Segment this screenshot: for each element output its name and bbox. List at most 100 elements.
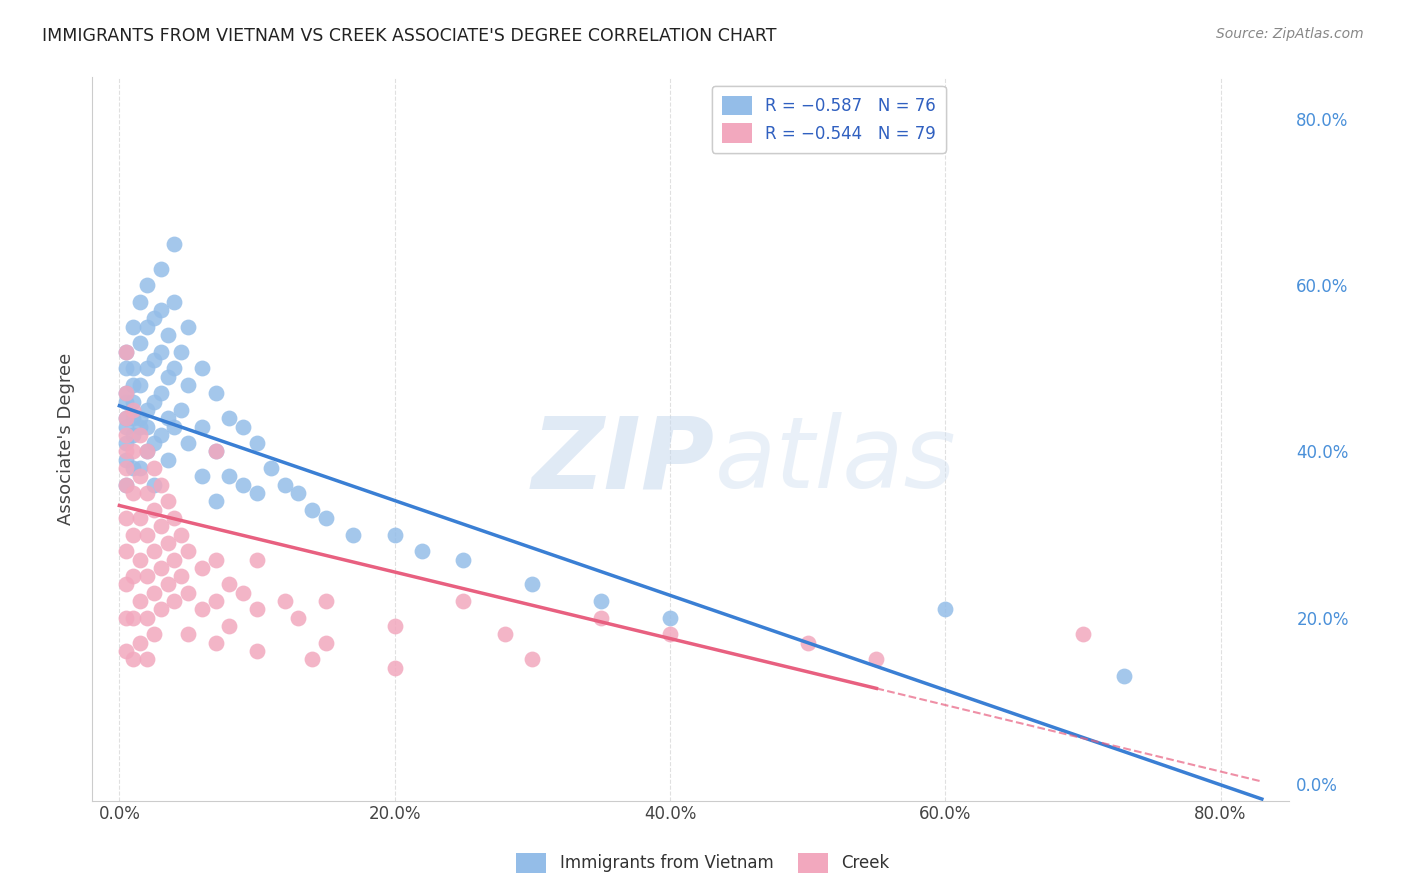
Point xyxy=(129,635,152,649)
Point xyxy=(315,594,337,608)
Point xyxy=(149,519,172,533)
Point xyxy=(142,586,165,600)
Point xyxy=(115,444,138,458)
Point xyxy=(494,627,516,641)
Point xyxy=(796,635,818,649)
Point xyxy=(384,527,406,541)
Point xyxy=(163,294,186,309)
Point xyxy=(115,477,138,491)
Point xyxy=(315,635,337,649)
Point xyxy=(204,635,226,649)
Point xyxy=(142,477,165,491)
Point xyxy=(170,344,193,359)
Point xyxy=(659,611,682,625)
Point xyxy=(177,544,200,558)
Point xyxy=(149,344,172,359)
Point xyxy=(115,644,138,658)
Point xyxy=(142,461,165,475)
Point xyxy=(129,594,152,608)
Point xyxy=(122,411,145,425)
Point xyxy=(191,419,214,434)
Point xyxy=(287,611,309,625)
Text: atlas: atlas xyxy=(714,412,956,509)
Point xyxy=(135,652,157,666)
Point xyxy=(232,586,254,600)
Point xyxy=(156,452,179,467)
Point xyxy=(122,319,145,334)
Point xyxy=(218,469,240,483)
Point xyxy=(115,419,138,434)
Point xyxy=(115,611,138,625)
Point xyxy=(204,552,226,566)
Point xyxy=(135,419,157,434)
Point xyxy=(204,494,226,508)
Point xyxy=(218,619,240,633)
Point xyxy=(163,236,186,251)
Point xyxy=(129,294,152,309)
Point xyxy=(384,619,406,633)
Point xyxy=(246,486,269,500)
Point xyxy=(246,644,269,658)
Point xyxy=(122,378,145,392)
Point xyxy=(135,403,157,417)
Point xyxy=(135,361,157,376)
Point xyxy=(142,544,165,558)
Point xyxy=(156,494,179,508)
Point xyxy=(122,394,145,409)
Point xyxy=(163,361,186,376)
Point xyxy=(177,586,200,600)
Point xyxy=(163,594,186,608)
Text: ZIP: ZIP xyxy=(531,412,714,509)
Point xyxy=(191,602,214,616)
Point xyxy=(149,428,172,442)
Point xyxy=(129,378,152,392)
Point xyxy=(384,660,406,674)
Point xyxy=(135,444,157,458)
Point xyxy=(115,461,138,475)
Point xyxy=(1071,627,1094,641)
Point xyxy=(115,428,138,442)
Point xyxy=(115,436,138,450)
Y-axis label: Associate's Degree: Associate's Degree xyxy=(58,353,75,525)
Point xyxy=(115,511,138,525)
Text: IMMIGRANTS FROM VIETNAM VS CREEK ASSOCIATE'S DEGREE CORRELATION CHART: IMMIGRANTS FROM VIETNAM VS CREEK ASSOCIA… xyxy=(42,27,776,45)
Point xyxy=(273,477,295,491)
Point xyxy=(177,436,200,450)
Point xyxy=(129,336,152,351)
Point xyxy=(135,278,157,293)
Point xyxy=(115,411,138,425)
Point xyxy=(122,527,145,541)
Point xyxy=(934,602,956,616)
Point xyxy=(115,544,138,558)
Point xyxy=(142,311,165,326)
Point xyxy=(129,419,152,434)
Legend: R = −0.587   N = 76, R = −0.544   N = 79: R = −0.587 N = 76, R = −0.544 N = 79 xyxy=(711,86,946,153)
Point xyxy=(246,552,269,566)
Point xyxy=(260,461,283,475)
Point xyxy=(1114,669,1136,683)
Point xyxy=(135,569,157,583)
Point xyxy=(156,328,179,343)
Point xyxy=(522,652,544,666)
Point xyxy=(122,652,145,666)
Point xyxy=(129,552,152,566)
Text: Source: ZipAtlas.com: Source: ZipAtlas.com xyxy=(1216,27,1364,41)
Point xyxy=(122,611,145,625)
Point xyxy=(122,403,145,417)
Point xyxy=(115,344,138,359)
Point xyxy=(129,461,152,475)
Legend: Immigrants from Vietnam, Creek: Immigrants from Vietnam, Creek xyxy=(509,847,897,880)
Point xyxy=(218,411,240,425)
Point xyxy=(177,627,200,641)
Point xyxy=(156,411,179,425)
Point xyxy=(591,611,613,625)
Point xyxy=(301,652,323,666)
Point xyxy=(142,502,165,516)
Point xyxy=(191,361,214,376)
Point xyxy=(149,386,172,401)
Point xyxy=(315,511,337,525)
Point xyxy=(453,552,475,566)
Point xyxy=(522,577,544,591)
Point xyxy=(177,378,200,392)
Point xyxy=(129,411,152,425)
